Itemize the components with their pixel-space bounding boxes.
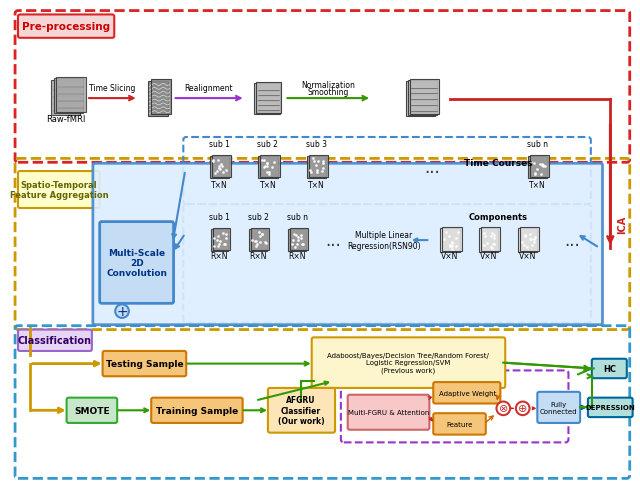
FancyBboxPatch shape [93, 164, 602, 325]
Text: Training Sample: Training Sample [156, 406, 238, 415]
FancyBboxPatch shape [410, 80, 438, 115]
Text: R×N: R×N [250, 252, 267, 261]
Text: Normalization: Normalization [301, 81, 355, 90]
FancyBboxPatch shape [252, 229, 269, 250]
Text: T×N: T×N [529, 181, 546, 190]
Text: sub 2: sub 2 [248, 212, 269, 221]
FancyBboxPatch shape [268, 388, 335, 433]
Text: Spatio-Temporal
Feature Aggregation: Spatio-Temporal Feature Aggregation [10, 181, 108, 200]
FancyBboxPatch shape [151, 80, 171, 114]
FancyBboxPatch shape [433, 413, 486, 435]
Text: ICA: ICA [617, 215, 627, 233]
FancyBboxPatch shape [527, 157, 547, 179]
Text: T×N: T×N [308, 181, 325, 190]
FancyBboxPatch shape [433, 382, 500, 404]
Text: Pre-processing: Pre-processing [22, 22, 109, 32]
FancyBboxPatch shape [254, 83, 280, 114]
FancyBboxPatch shape [442, 228, 461, 251]
FancyBboxPatch shape [148, 81, 168, 116]
Text: V×N: V×N [519, 252, 536, 261]
Text: R×N: R×N [289, 252, 306, 261]
FancyBboxPatch shape [54, 79, 83, 114]
FancyBboxPatch shape [530, 156, 549, 177]
FancyBboxPatch shape [312, 338, 505, 388]
FancyBboxPatch shape [212, 229, 230, 250]
FancyBboxPatch shape [309, 156, 328, 177]
FancyBboxPatch shape [100, 222, 173, 304]
FancyBboxPatch shape [408, 81, 437, 116]
Text: +: + [116, 305, 128, 319]
Text: T×N: T×N [260, 181, 276, 190]
Text: Multi-Scale
2D
Convolution: Multi-Scale 2D Convolution [106, 248, 167, 278]
FancyBboxPatch shape [520, 228, 540, 251]
Text: V×N: V×N [480, 252, 497, 261]
FancyBboxPatch shape [18, 330, 92, 351]
FancyBboxPatch shape [211, 230, 228, 251]
Text: V×N: V×N [441, 252, 458, 261]
Text: Adaptive Weight: Adaptive Weight [438, 390, 496, 396]
Text: SMOTE: SMOTE [74, 406, 109, 415]
FancyBboxPatch shape [440, 229, 460, 252]
FancyBboxPatch shape [289, 230, 306, 251]
Text: ...: ... [424, 159, 440, 177]
FancyBboxPatch shape [518, 229, 538, 252]
Text: R×N: R×N [211, 252, 228, 261]
Text: ...: ... [325, 232, 341, 249]
FancyBboxPatch shape [588, 398, 633, 417]
FancyBboxPatch shape [102, 351, 186, 376]
Text: Smoothing: Smoothing [308, 88, 349, 97]
FancyBboxPatch shape [56, 78, 86, 112]
Text: sub 1: sub 1 [209, 140, 230, 148]
FancyBboxPatch shape [260, 156, 280, 177]
Text: sub 3: sub 3 [306, 140, 327, 148]
FancyBboxPatch shape [67, 398, 117, 423]
Text: sub n: sub n [287, 212, 308, 221]
FancyBboxPatch shape [481, 228, 500, 251]
Text: ...: ... [564, 232, 580, 249]
FancyBboxPatch shape [406, 81, 435, 116]
Text: HC: HC [603, 364, 616, 373]
FancyBboxPatch shape [18, 16, 115, 39]
Text: ⊗: ⊗ [499, 404, 508, 413]
FancyBboxPatch shape [250, 230, 267, 251]
Text: ⊕: ⊕ [518, 404, 527, 413]
Circle shape [115, 305, 129, 318]
Text: sub n: sub n [527, 140, 548, 148]
Text: sub 1: sub 1 [209, 212, 230, 221]
FancyBboxPatch shape [592, 359, 627, 378]
FancyBboxPatch shape [212, 156, 231, 177]
Circle shape [516, 402, 529, 415]
FancyBboxPatch shape [18, 172, 100, 208]
Text: Testing Sample: Testing Sample [106, 359, 183, 368]
FancyBboxPatch shape [479, 229, 499, 252]
Text: Time Slicing: Time Slicing [89, 84, 136, 93]
Text: Raw-fMRI: Raw-fMRI [46, 115, 85, 124]
Text: AFGRU
Classifier
(Our work): AFGRU Classifier (Our work) [278, 396, 324, 426]
FancyBboxPatch shape [348, 395, 429, 430]
FancyBboxPatch shape [51, 81, 80, 115]
Text: DEPRESSION: DEPRESSION [586, 405, 635, 410]
Text: Multiple Linear
Regression(RSN90): Multiple Linear Regression(RSN90) [347, 231, 420, 250]
FancyBboxPatch shape [151, 398, 243, 423]
Text: T×N: T×N [211, 181, 228, 190]
Text: Classification: Classification [18, 336, 92, 346]
Text: Multi-FGRU & Attention: Multi-FGRU & Attention [348, 409, 429, 415]
FancyBboxPatch shape [256, 82, 282, 114]
FancyBboxPatch shape [538, 392, 580, 423]
Text: Adaboost/Bayes/Decision Tree/Random Forest/
Logistic Regression/SVM
(Previous wo: Adaboost/Bayes/Decision Tree/Random Fore… [327, 353, 489, 373]
Text: Feature: Feature [446, 421, 473, 427]
Text: Time Courses: Time Courses [464, 159, 532, 167]
Circle shape [497, 402, 510, 415]
FancyBboxPatch shape [209, 157, 229, 179]
FancyBboxPatch shape [307, 157, 326, 179]
Text: Realignment: Realignment [184, 84, 233, 93]
Text: Fully
Connected: Fully Connected [540, 401, 577, 414]
Text: sub 2: sub 2 [257, 140, 278, 148]
FancyBboxPatch shape [291, 229, 308, 250]
Text: Components: Components [469, 212, 528, 221]
FancyBboxPatch shape [258, 157, 278, 179]
